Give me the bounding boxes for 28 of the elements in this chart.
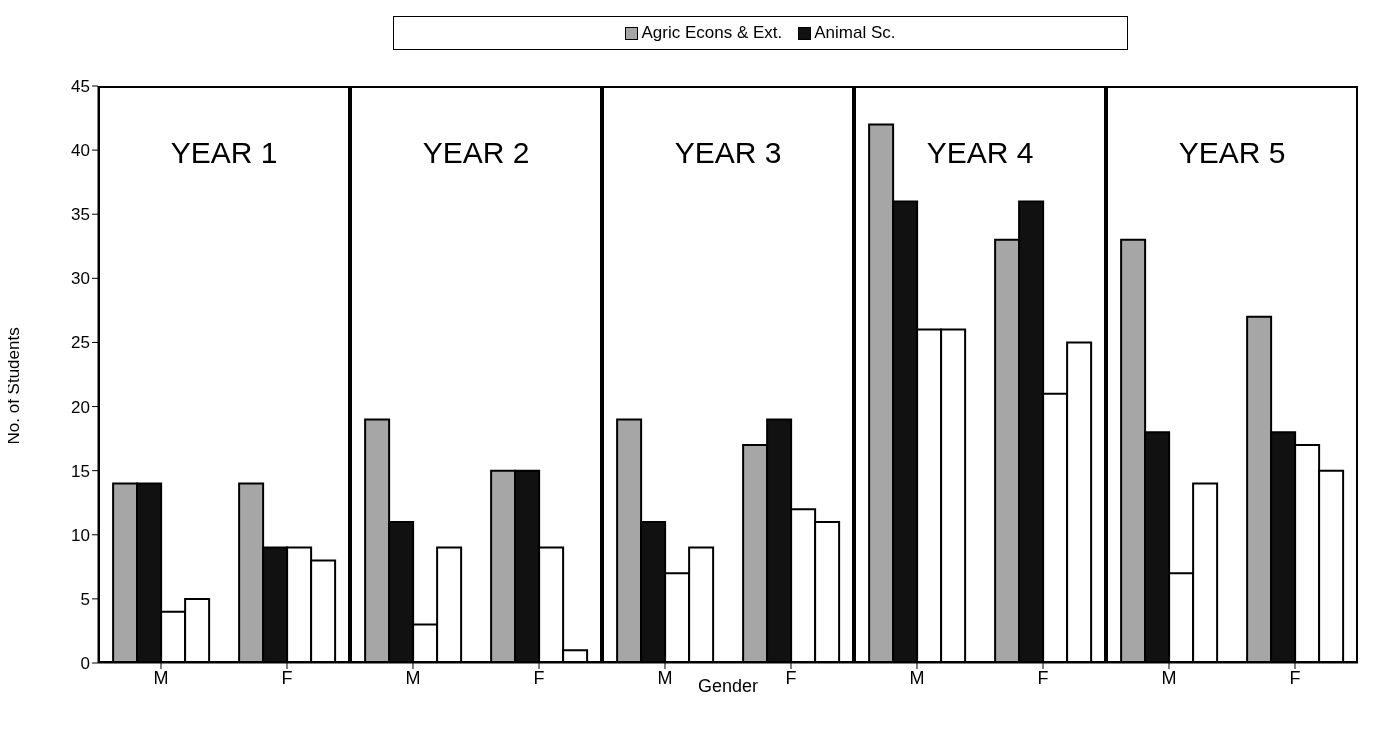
y-tick-label: 45 <box>71 77 90 97</box>
x-tick-label: M <box>909 667 925 688</box>
y-tick-label: 40 <box>71 141 90 161</box>
legend-label: Animal Sc. <box>814 23 896 43</box>
x-tick-label: M <box>405 667 421 688</box>
x-tick-label: M <box>153 667 169 688</box>
x-tick-label: M <box>1161 667 1177 688</box>
text: YEAR 5 <box>1177 136 1287 170</box>
y-tick-label: 0 <box>80 654 90 674</box>
y-tick-label: 25 <box>71 333 90 353</box>
x-tick-label: F <box>785 667 797 688</box>
x-tick-label: F <box>1037 667 1049 688</box>
y-tick-label: 20 <box>71 397 90 417</box>
text: YEAR 4 <box>925 136 1035 170</box>
text: YEAR 2 <box>421 136 531 170</box>
text: YEAR 1 <box>169 136 279 170</box>
y-tick-label: 30 <box>71 269 90 289</box>
y-tick-label: 35 <box>71 205 90 225</box>
x-tick-label: F <box>533 667 545 688</box>
y-tick-label: 5 <box>80 589 90 609</box>
y-tick-label: 15 <box>71 461 90 481</box>
x-tick-label: M <box>657 667 673 688</box>
x-axis-title: Gender <box>697 676 759 696</box>
y-tick-label: 10 <box>71 525 90 545</box>
legend-label: Agric Econs & Ext. <box>641 23 783 43</box>
text: YEAR 3 <box>673 136 783 170</box>
x-tick-label: F <box>1289 667 1301 688</box>
x-tick-label: F <box>281 667 293 688</box>
